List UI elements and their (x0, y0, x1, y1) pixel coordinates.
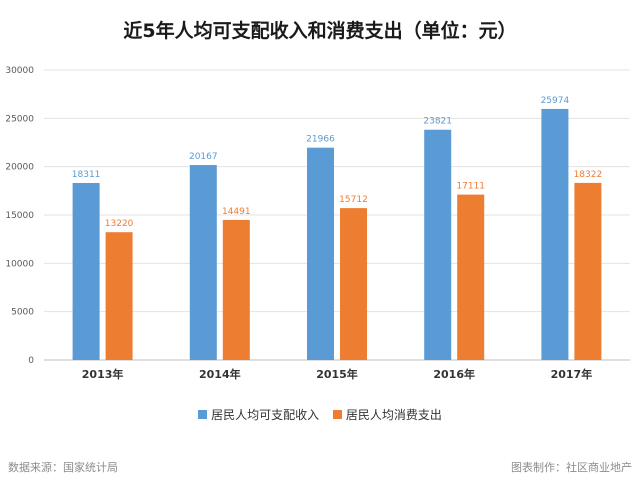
data-label: 13220 (105, 219, 134, 229)
y-tick-label: 5000 (11, 308, 34, 318)
y-tick-label: 25000 (5, 114, 34, 124)
bar-income (307, 147, 334, 360)
data-label: 18322 (574, 170, 603, 180)
legend-label-expense: 居民人均消费支出 (345, 408, 442, 422)
y-tick-label: 20000 (5, 163, 34, 173)
bar-expense (105, 232, 133, 360)
bar-expense (222, 219, 250, 360)
y-tick-label: 0 (28, 356, 34, 366)
y-tick-label: 15000 (5, 211, 34, 221)
data-label: 14491 (222, 207, 251, 217)
bar-income (189, 165, 217, 360)
data-label: 20167 (189, 152, 218, 162)
data-label: 25974 (541, 96, 570, 106)
chart-title: 近5年人均可支配收入和消费支出（单位：元） (123, 20, 517, 42)
data-label: 15712 (339, 195, 368, 205)
legend-swatch-expense (332, 410, 342, 419)
chart-legend: 居民人均可支配收入 居民人均消费支出 (0, 406, 640, 423)
x-tick-label: 2014年 (199, 367, 241, 381)
bar-chart: 0 5000 10000 15000 20000 25000 30000 18311 13220… (5, 66, 630, 381)
data-label: 21966 (306, 135, 335, 145)
bar-income (541, 108, 569, 360)
legend-item-expense: 居民人均消费支出 (332, 406, 442, 423)
bar-expense (340, 208, 367, 360)
chart-credit: 图表制作：社区商业地产 (511, 461, 632, 474)
data-label: 18311 (72, 170, 101, 180)
bar-income (424, 129, 452, 360)
bar-expense (457, 194, 485, 360)
y-tick-label: 30000 (5, 66, 34, 76)
legend-label-income: 居民人均可支配收入 (211, 408, 320, 422)
x-tick-label: 2013年 (82, 367, 124, 381)
y-tick-label: 10000 (5, 259, 34, 269)
data-label: 17111 (456, 182, 485, 192)
data-source: 数据来源：国家统计局 (8, 461, 118, 474)
x-tick-label: 2015年 (316, 367, 358, 381)
bar-expense (574, 182, 602, 360)
x-tick-label: 2017年 (551, 367, 593, 381)
legend-item-income: 居民人均可支配收入 (198, 406, 319, 423)
data-label: 23821 (423, 117, 452, 127)
bar-income (72, 182, 100, 360)
legend-swatch-income (198, 410, 208, 419)
x-tick-label: 2016年 (433, 367, 475, 381)
